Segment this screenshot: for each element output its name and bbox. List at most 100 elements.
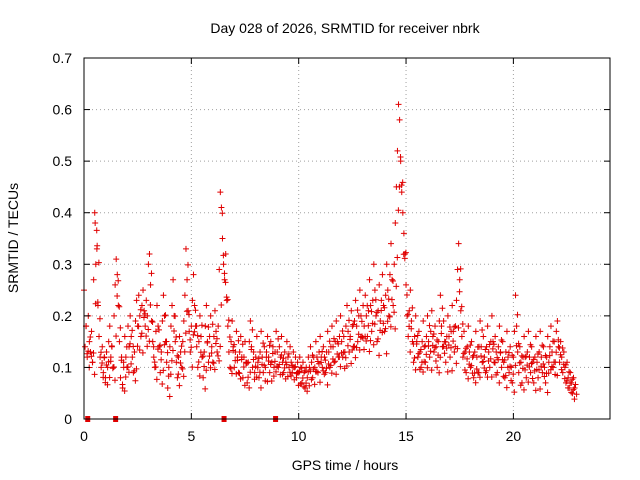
data-point bbox=[189, 364, 196, 371]
data-point bbox=[551, 338, 558, 345]
data-point bbox=[216, 266, 223, 273]
data-point bbox=[203, 302, 210, 309]
data-point bbox=[150, 343, 157, 350]
data-point bbox=[337, 312, 344, 319]
data-point bbox=[218, 302, 225, 309]
data-point bbox=[208, 349, 215, 356]
data-point bbox=[224, 323, 231, 330]
data-point bbox=[532, 333, 539, 340]
data-point bbox=[386, 271, 393, 278]
data-point bbox=[439, 343, 446, 350]
data-point bbox=[193, 343, 200, 350]
data-point bbox=[447, 344, 454, 351]
data-point bbox=[225, 317, 232, 324]
data-point bbox=[438, 323, 445, 330]
data-point bbox=[163, 359, 170, 366]
data-point bbox=[167, 371, 174, 378]
data-point bbox=[510, 371, 517, 378]
data-point bbox=[130, 369, 137, 376]
data-point bbox=[432, 358, 439, 365]
data-point bbox=[178, 343, 185, 350]
data-point bbox=[100, 369, 107, 376]
data-point bbox=[217, 189, 224, 196]
data-point bbox=[128, 360, 135, 367]
data-point bbox=[356, 346, 363, 353]
data-point bbox=[463, 345, 470, 352]
data-point bbox=[304, 388, 311, 395]
data-point bbox=[550, 364, 557, 371]
data-point bbox=[299, 359, 306, 366]
data-point bbox=[489, 345, 496, 352]
data-point bbox=[324, 328, 331, 335]
data-point bbox=[178, 364, 185, 371]
data-point bbox=[338, 338, 345, 345]
data-point bbox=[497, 348, 504, 355]
data-point bbox=[294, 359, 301, 366]
data-point bbox=[175, 371, 182, 378]
data-point bbox=[370, 261, 377, 268]
data-point bbox=[202, 385, 209, 392]
data-point bbox=[283, 338, 290, 345]
data-point bbox=[186, 311, 193, 318]
data-point bbox=[280, 369, 287, 376]
data-point bbox=[198, 333, 205, 340]
data-point bbox=[227, 365, 234, 372]
data-point bbox=[145, 261, 152, 268]
data-point bbox=[254, 364, 261, 371]
data-point bbox=[457, 307, 464, 314]
data-point bbox=[224, 296, 231, 303]
data-point bbox=[179, 365, 186, 372]
data-point bbox=[244, 379, 251, 386]
data-point bbox=[520, 386, 527, 393]
data-point bbox=[532, 387, 539, 394]
data-point bbox=[553, 349, 560, 356]
data-point bbox=[301, 369, 308, 376]
data-point bbox=[180, 318, 187, 325]
data-point bbox=[187, 348, 194, 355]
data-point bbox=[147, 302, 154, 309]
data-point bbox=[374, 338, 381, 345]
data-point bbox=[84, 354, 91, 361]
data-point bbox=[177, 359, 184, 366]
data-point bbox=[284, 354, 291, 361]
plot-frame bbox=[83, 57, 611, 420]
data-point bbox=[347, 333, 354, 340]
data-point bbox=[366, 348, 373, 355]
data-point bbox=[438, 330, 445, 337]
data-point bbox=[560, 348, 567, 355]
data-point bbox=[151, 364, 158, 371]
data-point bbox=[517, 359, 524, 366]
data-point bbox=[526, 354, 533, 361]
data-point bbox=[344, 342, 351, 349]
data-point bbox=[210, 333, 217, 340]
data-point bbox=[153, 302, 160, 309]
data-point bbox=[291, 364, 298, 371]
data-point bbox=[521, 333, 528, 340]
data-point bbox=[437, 354, 444, 361]
data-point bbox=[317, 333, 324, 340]
data-point bbox=[304, 374, 311, 381]
data-point bbox=[355, 331, 362, 338]
data-point bbox=[106, 374, 113, 381]
data-point bbox=[467, 364, 474, 371]
data-point bbox=[450, 328, 457, 335]
data-point bbox=[540, 360, 547, 367]
data-point bbox=[395, 207, 402, 214]
data-point bbox=[324, 381, 331, 388]
data-point bbox=[288, 373, 295, 380]
data-point bbox=[367, 337, 374, 344]
data-point bbox=[205, 323, 212, 330]
data-point bbox=[506, 369, 513, 376]
data-point bbox=[570, 374, 577, 381]
data-point bbox=[480, 333, 487, 340]
data-point bbox=[372, 312, 379, 319]
data-point bbox=[419, 338, 426, 345]
data-point bbox=[277, 354, 284, 361]
data-point bbox=[460, 350, 467, 357]
data-point bbox=[392, 325, 399, 332]
data-point bbox=[322, 369, 329, 376]
data-point bbox=[285, 350, 292, 357]
data-point bbox=[381, 328, 388, 335]
data-point bbox=[326, 364, 333, 371]
data-point bbox=[415, 328, 422, 335]
